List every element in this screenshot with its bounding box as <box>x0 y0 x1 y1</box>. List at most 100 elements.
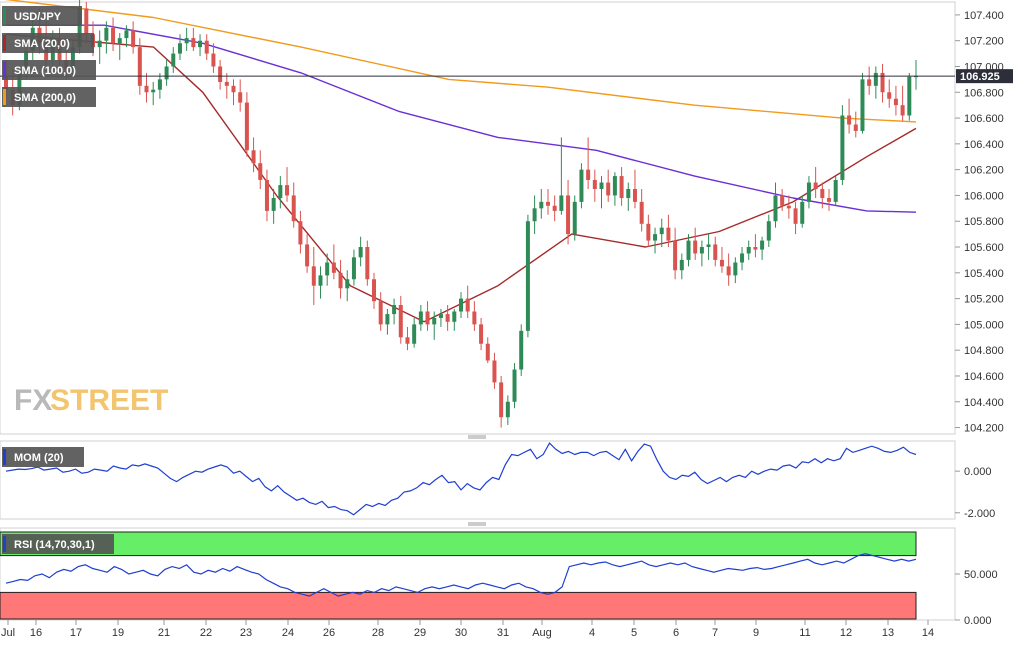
x-tick-label: 17 <box>70 627 82 639</box>
price-tick-label: 105.000 <box>964 319 1004 331</box>
candle <box>184 27 189 52</box>
candle <box>365 240 370 286</box>
candle <box>612 172 617 206</box>
candle-body <box>699 247 704 254</box>
candle-body <box>566 195 571 235</box>
x-axis: Jul 16 17 19 21 22 23 24 26 28 29 30 31 Aug 4 5 6 7 9 11 12 1… <box>1 620 934 639</box>
candle-body <box>559 195 564 211</box>
candle-body <box>238 92 243 103</box>
legend-sma100[interactable]: SMA (100,0) <box>2 60 96 80</box>
candle <box>177 34 182 61</box>
legend-sma200[interactable]: SMA (200,0) <box>2 87 96 107</box>
candle-body <box>800 201 805 224</box>
price-tick-label: 106.400 <box>964 139 1004 151</box>
legend-mom[interactable]: MOM (20) <box>2 447 84 467</box>
candle <box>218 60 223 90</box>
candle <box>285 167 290 202</box>
candle <box>432 311 437 340</box>
candle <box>338 259 343 299</box>
x-tick-label: 22 <box>200 627 212 639</box>
candle-body <box>639 201 644 224</box>
candle-body <box>318 275 323 286</box>
candle <box>505 395 510 425</box>
candle-body <box>311 266 316 286</box>
x-tick-label: 4 <box>589 627 595 639</box>
candle-body <box>860 79 865 131</box>
candle-body <box>827 198 832 202</box>
candle <box>806 176 811 209</box>
candle <box>566 179 571 245</box>
mom-tick-label: 0.000 <box>964 466 992 478</box>
candle-body <box>432 317 437 325</box>
candle-body <box>867 79 872 86</box>
panel-splitter-2[interactable] <box>468 522 486 526</box>
candle <box>499 375 504 428</box>
rsi-oversold-band <box>0 591 917 620</box>
candle-body <box>479 324 484 344</box>
candle <box>740 247 745 271</box>
candle-body <box>198 40 203 48</box>
candle-body <box>204 40 209 54</box>
candle-body <box>786 205 791 209</box>
legend-rsi[interactable]: RSI (14,70,30,1) <box>2 534 114 554</box>
x-tick-label: 26 <box>323 627 335 639</box>
candle-body <box>4 76 8 90</box>
candle-body <box>224 81 229 86</box>
candle-body <box>418 311 423 325</box>
candle <box>298 210 303 254</box>
candle-body <box>740 253 745 263</box>
candle-body <box>405 337 410 344</box>
candle <box>559 137 564 215</box>
candle <box>318 266 323 299</box>
x-tick-label: 6 <box>673 627 679 639</box>
candle-body <box>873 72 878 86</box>
fxstreet-logo: FX STREET <box>14 384 168 417</box>
candle <box>632 169 637 209</box>
candle-body <box>492 360 497 383</box>
candle <box>706 234 711 260</box>
svg-text:RSI (14,70,30,1): RSI (14,70,30,1) <box>14 539 95 551</box>
candle <box>512 363 517 409</box>
legend-symbol[interactable]: USD/JPY <box>2 6 82 26</box>
candle <box>847 98 852 134</box>
candle-body <box>465 298 470 312</box>
candle-body <box>177 43 182 54</box>
candle <box>472 301 477 331</box>
candle <box>251 137 256 173</box>
candle-body <box>813 182 818 189</box>
candle-body <box>218 66 223 82</box>
price-tick-label: 104.600 <box>964 371 1004 383</box>
candle <box>545 188 550 215</box>
candle-body <box>679 259 684 271</box>
candle <box>519 324 524 376</box>
svg-text:SMA (100,0): SMA (100,0) <box>14 65 76 77</box>
panel-splitter-1[interactable] <box>468 435 486 439</box>
candle-body <box>619 176 624 199</box>
price-tick-label: 104.800 <box>964 345 1004 357</box>
candle <box>525 214 530 338</box>
candle <box>853 111 858 138</box>
candle <box>345 270 350 302</box>
candle <box>693 227 698 260</box>
candle-body <box>820 188 825 199</box>
candle-body <box>104 27 109 41</box>
candle-body <box>853 124 858 131</box>
candle-body <box>626 188 631 199</box>
candle-body <box>840 115 845 180</box>
candle-body <box>157 79 162 90</box>
candle <box>679 253 684 280</box>
legend-sma20[interactable]: SMA (20,0) <box>2 33 94 53</box>
svg-text:SMA (200,0): SMA (200,0) <box>14 92 76 104</box>
candle-body <box>97 40 102 48</box>
candle-body <box>244 102 249 151</box>
candle-body <box>184 38 189 44</box>
candle <box>291 182 296 228</box>
rsi-line <box>5 553 917 597</box>
candle <box>686 234 691 267</box>
x-tick-label: 13 <box>882 627 894 639</box>
candle <box>372 272 377 309</box>
candle-body <box>753 247 758 250</box>
price-tick-label: 106.000 <box>964 190 1004 202</box>
price-tick-label: 105.600 <box>964 242 1004 254</box>
